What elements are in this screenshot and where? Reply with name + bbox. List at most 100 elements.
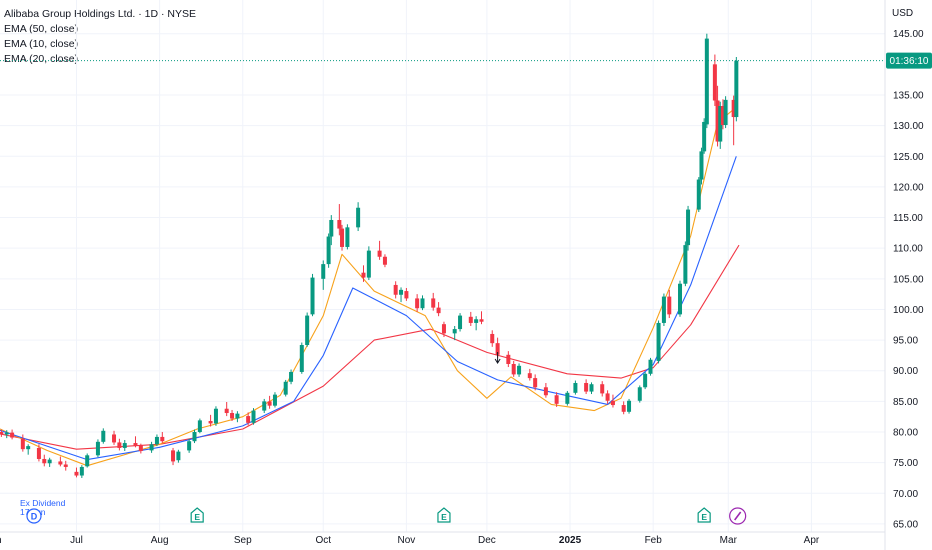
candle bbox=[377, 240, 382, 260]
price-tick-label: 85.00 bbox=[893, 397, 918, 408]
candle bbox=[122, 439, 127, 452]
candle bbox=[678, 280, 683, 317]
candle-body bbox=[436, 307, 441, 314]
candle bbox=[366, 246, 371, 281]
last-price-tag-label: 01:36:10 bbox=[890, 56, 929, 67]
candle-body bbox=[272, 394, 277, 406]
candle bbox=[326, 233, 331, 268]
candle bbox=[731, 95, 736, 146]
candle-body bbox=[101, 430, 106, 442]
candle-body bbox=[36, 447, 41, 459]
candle-body bbox=[683, 245, 688, 284]
candle bbox=[610, 394, 615, 408]
candle bbox=[58, 456, 63, 467]
candle-body bbox=[404, 291, 409, 299]
candle bbox=[289, 369, 294, 385]
candle bbox=[262, 398, 267, 414]
earnings-letter: E bbox=[701, 512, 707, 522]
legend-ema20[interactable]: EMA (20, close) bbox=[4, 53, 79, 65]
price-tick-label: 70.00 bbox=[893, 489, 918, 500]
candle bbox=[310, 273, 315, 317]
candle bbox=[661, 293, 666, 327]
candle-body bbox=[160, 436, 165, 442]
candle-body bbox=[621, 405, 626, 412]
candle-body bbox=[20, 438, 25, 450]
candle-body bbox=[337, 219, 342, 229]
candle-body bbox=[637, 387, 642, 401]
candle bbox=[621, 401, 626, 415]
candle-body bbox=[267, 401, 272, 406]
candle bbox=[734, 56, 739, 122]
candle-body bbox=[235, 413, 240, 419]
candle-body bbox=[627, 400, 632, 412]
candle bbox=[565, 390, 570, 406]
candle-body bbox=[176, 451, 181, 461]
legend-ema50[interactable]: EMA (50, close) bbox=[4, 23, 79, 35]
candle bbox=[584, 379, 589, 395]
candle-body bbox=[452, 329, 457, 334]
candle-body bbox=[584, 382, 589, 392]
candle-body bbox=[377, 250, 382, 257]
candle bbox=[329, 215, 334, 246]
last-price-line: 01:36:10 bbox=[0, 52, 932, 69]
candle-body bbox=[474, 319, 479, 323]
price-tick-label: 130.00 bbox=[893, 121, 924, 132]
candle bbox=[321, 260, 326, 290]
time-tick-label: un bbox=[0, 535, 2, 546]
time-tick-label: Oct bbox=[315, 535, 331, 546]
candle-body bbox=[340, 228, 345, 247]
candle bbox=[573, 380, 578, 395]
candle bbox=[627, 398, 632, 414]
time-tick-label: Dec bbox=[478, 535, 496, 546]
currency-label[interactable]: USD bbox=[892, 8, 914, 19]
candle-body bbox=[458, 315, 463, 330]
candle bbox=[643, 371, 648, 390]
candle bbox=[85, 453, 90, 468]
candle bbox=[605, 390, 610, 404]
candle-body bbox=[262, 401, 267, 411]
candle bbox=[648, 357, 653, 376]
candle-body bbox=[699, 151, 704, 180]
candle bbox=[441, 321, 446, 338]
price-tick-label: 75.00 bbox=[893, 458, 918, 469]
candle bbox=[506, 351, 511, 368]
last-price-tag: 01:36:10 bbox=[886, 52, 932, 69]
candle bbox=[382, 254, 387, 268]
candle bbox=[171, 447, 176, 466]
candle-body bbox=[468, 316, 473, 323]
candle bbox=[458, 313, 463, 332]
candle-body bbox=[554, 395, 559, 404]
candle bbox=[0, 429, 4, 437]
candle bbox=[4, 430, 9, 439]
candle-body bbox=[723, 99, 728, 126]
time-axis[interactable]: un Jul Aug Sep Oct Nov Dec 2025 Feb Mar Apr bbox=[0, 531, 885, 546]
price-axis[interactable]: 65.00 70.00 75.00 80.00 85.00 90.00 95.00 100.0… bbox=[884, 0, 924, 550]
candle-body bbox=[667, 296, 672, 315]
price-tick-label: 95.00 bbox=[893, 336, 918, 347]
candle bbox=[251, 408, 256, 425]
candle-body bbox=[224, 408, 229, 414]
candle bbox=[600, 381, 605, 397]
candle-body bbox=[511, 363, 516, 375]
candle bbox=[192, 429, 197, 444]
candle-body bbox=[79, 466, 84, 476]
candle-body bbox=[26, 446, 31, 450]
candle-body bbox=[589, 384, 594, 392]
candle bbox=[283, 379, 288, 397]
candle bbox=[224, 401, 229, 417]
candle-body bbox=[565, 392, 570, 404]
candle-body bbox=[283, 381, 288, 395]
candle bbox=[715, 85, 720, 147]
legend-ema10[interactable]: EMA (10, close) bbox=[4, 38, 79, 50]
candle bbox=[267, 395, 272, 409]
candle bbox=[20, 434, 25, 452]
price-tick-label: 125.00 bbox=[893, 152, 924, 163]
candle-body bbox=[63, 464, 68, 467]
candle-body bbox=[506, 354, 511, 364]
time-tick-label: 2025 bbox=[559, 535, 582, 546]
candle-body bbox=[720, 106, 725, 126]
candle-body bbox=[122, 443, 127, 448]
candle bbox=[683, 241, 688, 287]
candles bbox=[0, 33, 739, 478]
